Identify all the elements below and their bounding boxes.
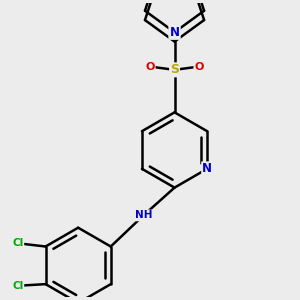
Text: Cl: Cl	[12, 281, 23, 291]
Text: N: N	[169, 26, 179, 39]
Text: N: N	[202, 162, 212, 175]
Text: NH: NH	[135, 210, 152, 220]
Text: Cl: Cl	[12, 238, 23, 248]
Text: N: N	[169, 26, 179, 39]
Text: O: O	[194, 61, 204, 72]
Text: S: S	[170, 63, 179, 76]
Text: O: O	[145, 61, 155, 72]
